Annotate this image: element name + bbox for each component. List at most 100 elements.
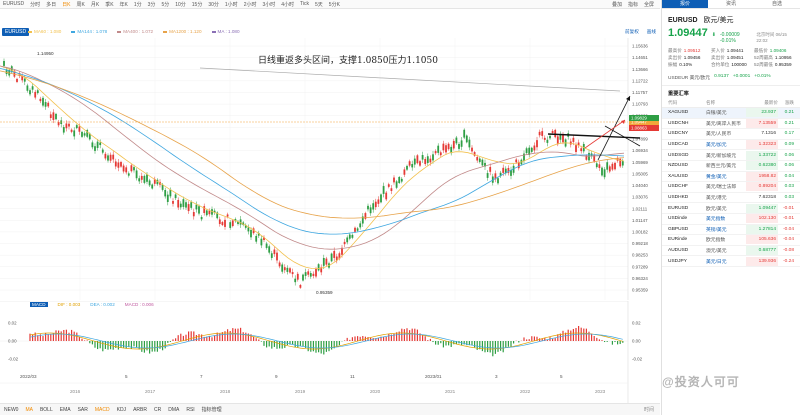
stat-value: 0.10% [679,62,693,67]
watchlist-col-header[interactable]: 代码 [668,100,678,105]
indicator-tab[interactable]: ARBR [133,406,147,413]
watchlist-row[interactable]: USDCAD 美元/加元 1.32323 0.09 [662,140,800,151]
symbol-tag[interactable]: EURUSD [2,28,30,36]
quote-tab[interactable]: 自选 [771,1,782,7]
indicator-tab[interactable]: EMA [59,406,71,413]
time-toggle[interactable]: 时间 [643,407,654,413]
x-tick-label: 9 [275,374,278,379]
indicator-tab[interactable]: CR [153,406,162,413]
toolbar-action[interactable]: 指标 [627,1,638,8]
indicator-tab[interactable]: DMA [168,406,180,413]
candle-body [351,234,354,238]
candle-body [96,141,99,148]
chart-tool-button[interactable]: 画线 [646,29,656,34]
candle-body [499,172,502,177]
watchlist-row[interactable]: EURUSD 欧元/美元 1.09447 -0.01 [662,203,800,214]
watchlist-change: -0.08 [783,248,794,254]
indicator-tab[interactable]: RSI [186,406,195,413]
toolbar-action[interactable]: 叠加 [611,1,622,8]
candle-body [432,154,434,161]
period-tab[interactable]: 30分 [208,1,219,8]
macd-y-tick: 0.00 [8,339,17,344]
period-tab[interactable]: 5天 [315,1,323,8]
period-tab[interactable]: 2小时 [243,1,257,8]
period-tab[interactable]: 5分K [328,1,340,8]
period-tab[interactable]: 1分 [133,1,142,8]
period-tab[interactable]: 年K [119,1,128,8]
period-tab[interactable]: 10分 [175,1,186,8]
watchlist-row[interactable]: GBPUSD 英镑/美元 1.27814 -0.04 [662,224,800,236]
watchlist-row[interactable]: USDHKD 美元/港元 7.62318 0.03 [662,193,800,204]
macd-tag[interactable]: MACD [30,302,48,307]
candlestick-chart[interactable]: 1.15636 1.14651 1.13666 1.12722 1.11757 1.107… [0,38,660,300]
period-tab[interactable]: 季K [105,1,114,8]
period-tab[interactable]: 周K [76,1,85,8]
candle-body [385,192,388,200]
period-tab[interactable]: 4小时 [281,1,295,8]
indicator-tab[interactable]: NEW0 [4,406,19,413]
reference-change: +0.0001 [732,74,751,79]
watchlist-row[interactable]: USDinde 美元指数 102.130 -0.01 [662,214,800,225]
period-tab[interactable]: EURUSD [3,1,25,7]
watchlist-name: 欧元/美元 [706,206,727,212]
watchlist-row[interactable]: USDSGD 美元/新加坡元 1.33722 0.06 [662,150,800,161]
ma-swatch [28,30,32,33]
candle-body [398,176,401,184]
watchlist-row[interactable]: USDCHF 美元/瑞士法郎 0.89204 0.03 [662,182,800,193]
candle-body [554,129,557,138]
reference-rate[interactable]: USDEUR 美元/欧元 0.9137 +0.0001 +0.01% [662,70,800,86]
period-tab[interactable]: 3分 [147,1,156,8]
period-tab[interactable]: 月K [90,1,100,8]
indicator-tab[interactable]: MACD [94,406,110,413]
chart-tool-button[interactable]: 前复权 [625,29,639,34]
candle-body [426,156,429,164]
indicator-tab[interactable]: MA [25,406,33,413]
stat-value: 1.09406 [769,48,787,53]
candle-body [593,154,596,162]
stat-item: 最低价 1.09406 [754,48,794,54]
candle-body [471,147,473,152]
candle-body [307,271,310,275]
watchlist-row[interactable]: XAGUSD 白银/美元 23.937 0.21 [662,108,800,119]
indicator-tab[interactable]: 指标管理 [201,407,222,413]
watchlist-row[interactable]: USDJPY 美元/日元 139.936 -0.24 [662,256,800,267]
toolbar-action[interactable]: 全屏 [643,1,654,8]
candle-body [151,184,154,189]
quote-tab[interactable]: 报价 [662,0,708,8]
stat-value: 0.95359 [774,62,792,67]
period-tab[interactable]: 多日 [46,1,57,8]
period-tab[interactable]: 1小时 [224,1,238,8]
quote-tab[interactable]: 资讯 [725,1,736,7]
indicator-tab[interactable]: SAR [77,406,88,413]
period-tab[interactable]: 3小时 [262,1,276,8]
period-tab[interactable]: 日K [62,1,71,8]
watchlist-col-header[interactable]: 名称 [706,100,716,105]
last-price: 1.09447 [668,27,708,39]
indicator-tab[interactable]: BOLL [39,406,53,413]
watchlist-row[interactable]: USDCNY 美元/人民币 7.1316 0.17 [662,129,800,140]
watchlist-col-header[interactable]: 涨跌 [784,100,794,105]
red-cross-line [584,119,626,149]
watchlist-price: 1.33722 [746,150,778,160]
candle-body [473,152,476,156]
candle-body [99,142,102,146]
macd-chart[interactable]: 0.02 0.02 0.00 0.00 -0.02 -0.02 2022/03 5 7 9 11 20… [0,301,660,403]
candle-body [216,212,219,219]
candle-body [525,148,528,154]
watchlist-row[interactable]: NZDUSD 新西兰元/美元 0.62380 0.06 [662,161,800,172]
indicator-tab[interactable]: KDJ [116,406,127,413]
macd-y-tick: 0.02 [8,321,17,326]
y-tick-label: 1.13666 [632,67,648,72]
stat-value: 1.09441 [726,48,744,53]
watchlist-row[interactable]: USDCNH 美元/离岸人民币 7.13559 0.21 [662,118,800,130]
period-tab[interactable]: Tick [300,1,310,7]
period-tab[interactable]: 5分 [161,1,170,8]
watchlist-col-header[interactable]: 最新价 [764,100,778,105]
watchlist-row[interactable]: EURinde 欧元指数 105.636 -0.04 [662,235,800,246]
watchlist-row[interactable]: AUDUSD 澳元/美元 0.68777 -0.08 [662,246,800,257]
watchlist-name: 英镑/美元 [706,227,727,233]
period-tab[interactable]: 15分 [191,1,203,8]
watchlist-row[interactable]: XAUUSD 黄金/美元 1958.82 0.04 [662,171,800,183]
period-tab[interactable]: 分时 [30,1,41,8]
chart-panel[interactable]: EURUSD MA60 : 1.080 MA144 : 1.078 MA400 : … [0,9,660,415]
